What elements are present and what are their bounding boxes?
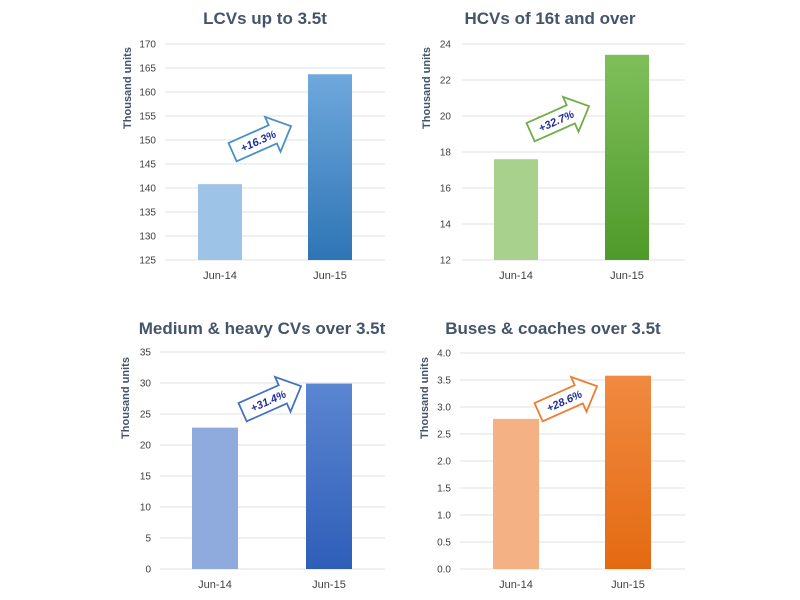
chart-buses-coaches: Buses & coaches over 3.5t Thousand units… <box>419 319 685 591</box>
y-tick-label: 5 <box>145 534 151 545</box>
bar-jun-14 <box>198 184 242 260</box>
chart-title: LCVs up to 3.5t <box>203 9 327 28</box>
category-label: Jun-14 <box>499 579 533 591</box>
y-tick-label: 145 <box>139 160 156 171</box>
y-tick-label: 155 <box>139 112 156 123</box>
chart-title: Medium & heavy CVs over 3.5t <box>139 319 386 338</box>
y-axis-title: Thousand units <box>122 47 134 129</box>
y-tick-label: 1.5 <box>437 484 451 495</box>
category-label: Jun-15 <box>312 579 346 591</box>
bar-jun-14 <box>494 159 538 260</box>
y-tick-label: 3.0 <box>437 403 451 414</box>
y-tick-label: 20 <box>440 112 452 123</box>
y-tick-label: 15 <box>140 472 152 483</box>
category-label: Jun-15 <box>313 270 347 282</box>
bar-jun-15 <box>308 74 352 261</box>
y-tick-labels: 0 5 10 15 20 25 30 35 <box>140 348 152 576</box>
category-label: Jun-14 <box>198 579 232 591</box>
y-tick-label: 150 <box>139 136 156 147</box>
y-tick-label: 25 <box>140 410 152 421</box>
growth-arrow: +28.6% <box>533 375 599 423</box>
y-tick-label: 2.0 <box>437 457 451 468</box>
bar-jun-14 <box>493 418 539 569</box>
bar-jun-15 <box>605 54 649 260</box>
y-tick-label: 165 <box>139 64 156 75</box>
y-tick-label: 12 <box>440 256 452 267</box>
y-tick-label: 4.0 <box>437 349 451 360</box>
y-tick-label: 125 <box>139 256 156 267</box>
y-tick-label: 24 <box>440 40 452 51</box>
y-tick-label: 14 <box>440 220 452 231</box>
y-tick-label: 20 <box>140 441 152 452</box>
category-label: Jun-15 <box>610 270 644 282</box>
chart-medium-heavy-cvs: Medium & heavy CVs over 3.5t Thousand un… <box>120 319 386 591</box>
y-tick-label: 1.0 <box>437 511 451 522</box>
category-label: Jun-14 <box>203 270 237 282</box>
y-tick-label: 16 <box>440 184 452 195</box>
y-tick-label: 18 <box>440 148 452 159</box>
y-tick-labels: 125 130 135 140 145 150 155 160 165 170 <box>139 40 156 267</box>
y-tick-label: 0 <box>145 565 151 576</box>
category-label: Jun-15 <box>611 579 645 591</box>
chart-lcvs: LCVs up to 3.5t Thousand units 125 130 135… <box>122 9 385 282</box>
growth-arrow: +16.3% <box>227 115 293 163</box>
y-tick-label: 30 <box>140 379 152 390</box>
chart-title: HCVs of 16t and over <box>465 9 636 28</box>
y-tick-label: 10 <box>140 503 152 514</box>
chart-hcvs: HCVs of 16t and over Thousand units 12 14… <box>421 9 685 282</box>
category-label: Jun-14 <box>499 270 533 282</box>
bar-jun-15 <box>306 383 352 569</box>
bar-jun-14 <box>192 427 238 569</box>
y-axis-title: Thousand units <box>421 47 433 129</box>
y-tick-label: 140 <box>139 184 156 195</box>
y-axis-title: Thousand units <box>120 357 132 439</box>
y-tick-label: 22 <box>440 76 452 87</box>
y-tick-label: 160 <box>139 88 156 99</box>
y-tick-labels: 0.0 0.5 1.0 1.5 2.0 2.5 3.0 3.5 4.0 <box>437 349 451 576</box>
bar-jun-15 <box>605 375 651 569</box>
y-axis-title: Thousand units <box>419 357 431 439</box>
chart-title: Buses & coaches over 3.5t <box>445 319 661 338</box>
y-tick-label: 2.5 <box>437 430 451 441</box>
y-tick-labels: 12 14 16 18 20 22 24 <box>440 40 452 267</box>
y-tick-label: 0.5 <box>437 538 451 549</box>
growth-arrow: +32.7% <box>525 95 591 143</box>
y-tick-label: 170 <box>139 40 156 51</box>
growth-arrow: +31.4% <box>237 375 303 423</box>
y-tick-label: 3.5 <box>437 376 451 387</box>
y-tick-label: 130 <box>139 232 156 243</box>
y-tick-label: 35 <box>140 348 152 359</box>
y-tick-label: 135 <box>139 208 156 219</box>
y-tick-label: 0.0 <box>437 565 451 576</box>
